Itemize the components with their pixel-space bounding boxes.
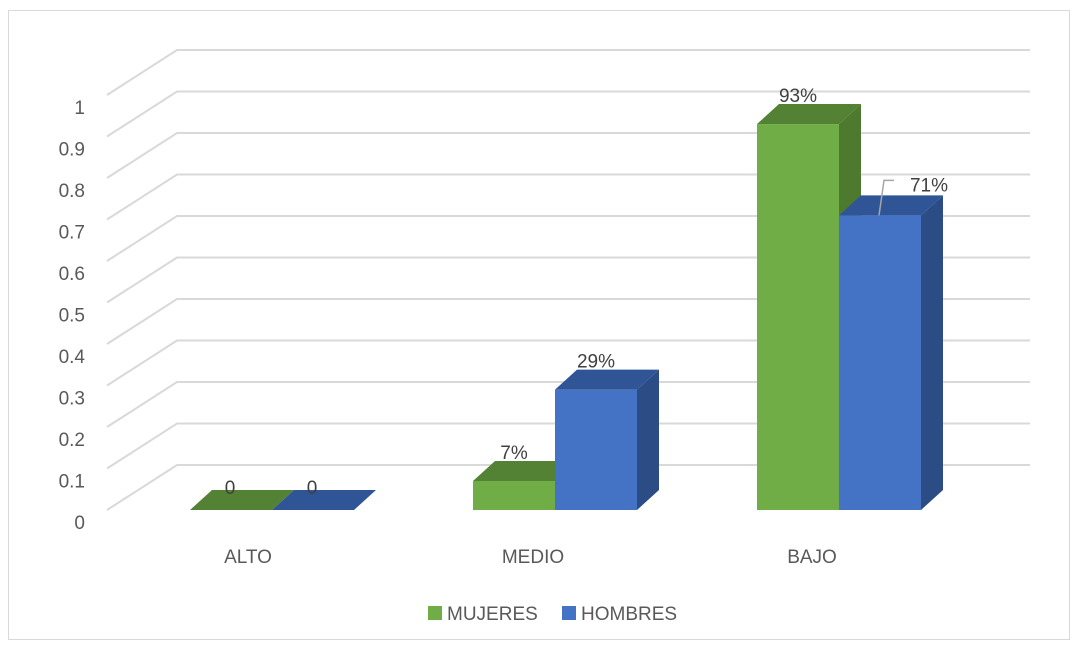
y-tick-label: 0.5 xyxy=(59,306,85,327)
legend-swatch xyxy=(562,606,576,620)
gridline xyxy=(106,90,1030,138)
data-label: 93% xyxy=(779,86,817,107)
leader-line xyxy=(878,179,894,216)
data-labels: 0 0 7% 29% 93% 71% xyxy=(225,86,948,499)
x-axis-category-labels: ALTO MEDIO BAJO xyxy=(224,547,837,568)
bar-top xyxy=(473,460,577,481)
y-tick-label: 0.2 xyxy=(59,430,85,451)
y-axis-tick-labels: 0 0.1 0.2 0.3 0.4 0.5 0.6 0.7 0.8 0.9 1 xyxy=(59,98,86,534)
category-label: ALTO xyxy=(224,547,272,568)
bar-top xyxy=(555,369,659,390)
bar-top xyxy=(190,490,294,510)
y-tick-label: 0.1 xyxy=(59,472,85,493)
gridline xyxy=(106,422,1030,470)
bar-top xyxy=(839,195,943,216)
data-label: 0 xyxy=(307,478,318,499)
y-tick-label: 0.7 xyxy=(59,223,85,244)
y-tick-label: 0.9 xyxy=(59,140,85,161)
y-tick-label: 0.8 xyxy=(59,181,85,202)
gridline xyxy=(106,215,1030,262)
bar-front xyxy=(473,480,555,510)
legend-label: HOMBRES xyxy=(581,604,677,625)
legend: MUJERES HOMBRES xyxy=(428,604,677,625)
legend-item: HOMBRES xyxy=(562,604,677,625)
gridlines xyxy=(106,49,1030,511)
data-label: 7% xyxy=(500,443,528,464)
bars xyxy=(190,104,943,511)
gridline xyxy=(106,132,1030,179)
bar-front xyxy=(757,124,839,511)
y-tick-label: 0.4 xyxy=(59,347,86,368)
data-label: 29% xyxy=(577,352,615,373)
category-label: MEDIO xyxy=(502,547,564,568)
bar-top xyxy=(757,104,861,125)
category-label: BAJO xyxy=(787,547,837,568)
data-label: 71% xyxy=(910,175,948,196)
legend-label: MUJERES xyxy=(447,604,538,625)
legend-swatch xyxy=(428,606,442,620)
y-tick-label: 1 xyxy=(74,98,85,119)
gridline xyxy=(106,298,1030,345)
bar-front xyxy=(839,215,921,510)
bar-top xyxy=(272,490,376,510)
gridline xyxy=(106,49,1030,96)
bar-front xyxy=(555,389,637,510)
data-label: 0 xyxy=(225,478,236,499)
y-tick-label: 0.3 xyxy=(59,389,85,410)
bar-side xyxy=(921,195,943,510)
gridline xyxy=(106,173,1030,221)
gridline xyxy=(106,381,1030,428)
bar-side xyxy=(637,369,659,510)
gridline xyxy=(106,464,1030,511)
y-tick-label: 0.6 xyxy=(59,264,85,285)
gridline xyxy=(106,256,1030,304)
legend-item: MUJERES xyxy=(428,604,538,625)
gridline xyxy=(106,339,1030,387)
y-tick-label: 0 xyxy=(74,513,85,534)
